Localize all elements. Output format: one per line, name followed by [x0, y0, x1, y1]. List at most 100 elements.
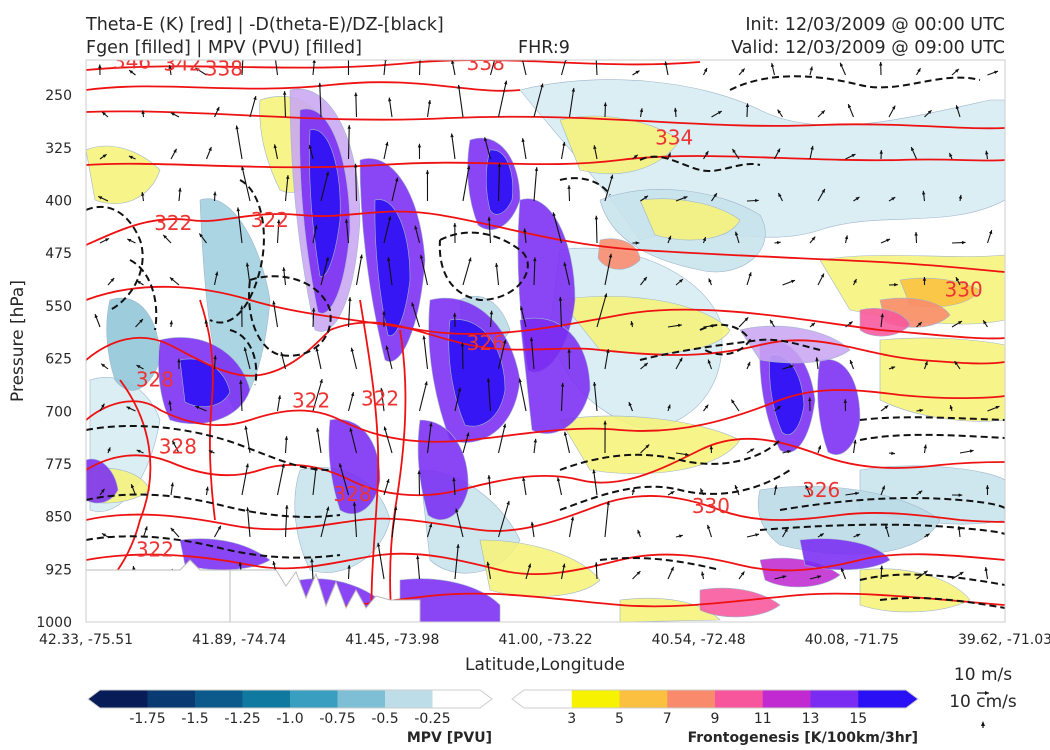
wind-vector-head: [170, 527, 175, 532]
wind-vector-head: [453, 222, 457, 227]
wind-vector-head: [594, 562, 599, 566]
wind-vector-head: [603, 102, 608, 107]
wind-vector-head: [685, 452, 689, 457]
wind-vector-head: [429, 422, 433, 427]
wind-vector: [347, 297, 351, 328]
theta-e-label: 338: [205, 56, 243, 80]
wind-vector-head: [98, 64, 102, 69]
wind-vector-head: [94, 314, 98, 319]
wind-vector-head: [717, 111, 722, 115]
wind-vector-head: [137, 280, 142, 285]
wind-vector-head: [451, 60, 455, 64]
wind-vector-head: [709, 445, 714, 450]
wind-vector-head: [272, 43, 275, 47]
wind-vector-head: [969, 449, 974, 453]
wind-vector-head: [955, 277, 960, 282]
wind-vector-head: [702, 237, 707, 242]
wind-vector-head: [922, 277, 927, 281]
wind-vector: [423, 335, 429, 370]
wind-vector-head: [452, 312, 457, 317]
wind-vector: [312, 378, 323, 412]
mpv-colorbar-tick-label: -0.25: [414, 711, 450, 727]
wind-vector-head: [917, 68, 921, 73]
mpv-colorbar-segment: [290, 690, 338, 708]
wind-vector-head: [195, 68, 200, 72]
field-patch: [179, 538, 271, 571]
wind-vector-head: [273, 144, 277, 149]
wind-vector-head: [344, 219, 349, 223]
wind-vector: [383, 426, 393, 454]
theta-e-label: 322: [251, 208, 289, 232]
wind-vector-head: [810, 145, 814, 150]
theta-e-contour: [359, 299, 380, 622]
wind-vector-head: [178, 187, 182, 192]
wind-vector-head: [177, 358, 181, 363]
field-patch: [519, 317, 591, 434]
wind-vector-head: [609, 174, 614, 179]
theta-e-contour: [389, 329, 407, 622]
wind-vector-head: [844, 235, 849, 240]
wind-vector-head: [416, 555, 420, 560]
wind-vector-head: [272, 300, 276, 305]
dthetae-dz-contour: [86, 425, 331, 471]
dthetae-dz-contour: [779, 497, 1005, 511]
wind-vector-head: [533, 257, 537, 262]
wind-vector-head: [678, 534, 683, 538]
wind-vector-head: [879, 61, 883, 66]
wind-vector-head: [534, 167, 539, 171]
wind-vector-head: [350, 347, 354, 352]
fgen-colorbar-segment: [667, 690, 716, 708]
wind-vector-head: [635, 241, 640, 245]
fgen-colorbar-segment: [858, 690, 907, 708]
wind-vector-head: [245, 507, 250, 512]
wind-vector-head: [853, 439, 857, 444]
wind-vector-head: [319, 379, 323, 384]
wind-vector-head: [376, 542, 381, 547]
wind-vector: [377, 542, 385, 580]
wind-vector-head: [452, 477, 456, 482]
wind-vector-head: [891, 366, 896, 370]
fgen-colorbar-segment: [524, 690, 573, 708]
wind-vector-head: [562, 141, 566, 146]
wind-vector-head: [679, 279, 683, 283]
wind-vector-head: [879, 565, 884, 570]
x-tick-label: 40.54, -72.48: [652, 632, 746, 648]
fgen-colorbar-segment: [715, 690, 764, 708]
mpv-colorbar-tick-label: -1.25: [224, 711, 260, 727]
theta-e-label: 338: [467, 51, 505, 75]
wind-vector-head: [530, 521, 535, 526]
dthetae-dz-contour: [248, 275, 332, 357]
wind-vector-head: [325, 171, 330, 176]
wind-vector: [604, 174, 614, 202]
wind-vector: [497, 339, 507, 370]
field-patch: [399, 578, 501, 622]
wind-vector-head: [644, 195, 649, 200]
dthetae-dz-contour: [699, 323, 752, 356]
dthetae-dz-contour: [729, 75, 981, 91]
wind-vector-head: [851, 154, 856, 158]
wind-vector-head: [643, 362, 648, 367]
wind-vector: [568, 87, 575, 118]
wind-vector: [276, 463, 285, 496]
dthetae-dz-contour: [229, 329, 258, 386]
forecast-hour: FHR:9: [518, 38, 570, 58]
wind-vector-head: [704, 151, 709, 156]
wind-vector-head: [880, 313, 884, 318]
wind-vector-head: [272, 561, 276, 566]
wind-vector-head: [817, 445, 822, 450]
wind-vector-head: [983, 320, 987, 325]
x-tick-label: 39.62, -71.03: [958, 632, 1050, 648]
wind-vector-head: [778, 193, 782, 198]
wind-vector-head: [891, 451, 895, 455]
wind-vector-head: [924, 361, 928, 366]
wind-vector: [387, 257, 393, 286]
wind-vector-head: [483, 137, 488, 142]
wind-vector-head: [502, 423, 507, 428]
wind-vector-head: [787, 450, 791, 454]
theta-e-contour: [86, 495, 1005, 532]
dthetae-dz-contour: [129, 259, 158, 331]
wind-vector-head: [244, 425, 248, 430]
wind-vector-head: [891, 197, 896, 201]
dthetae-dz-contour: [759, 523, 1005, 535]
